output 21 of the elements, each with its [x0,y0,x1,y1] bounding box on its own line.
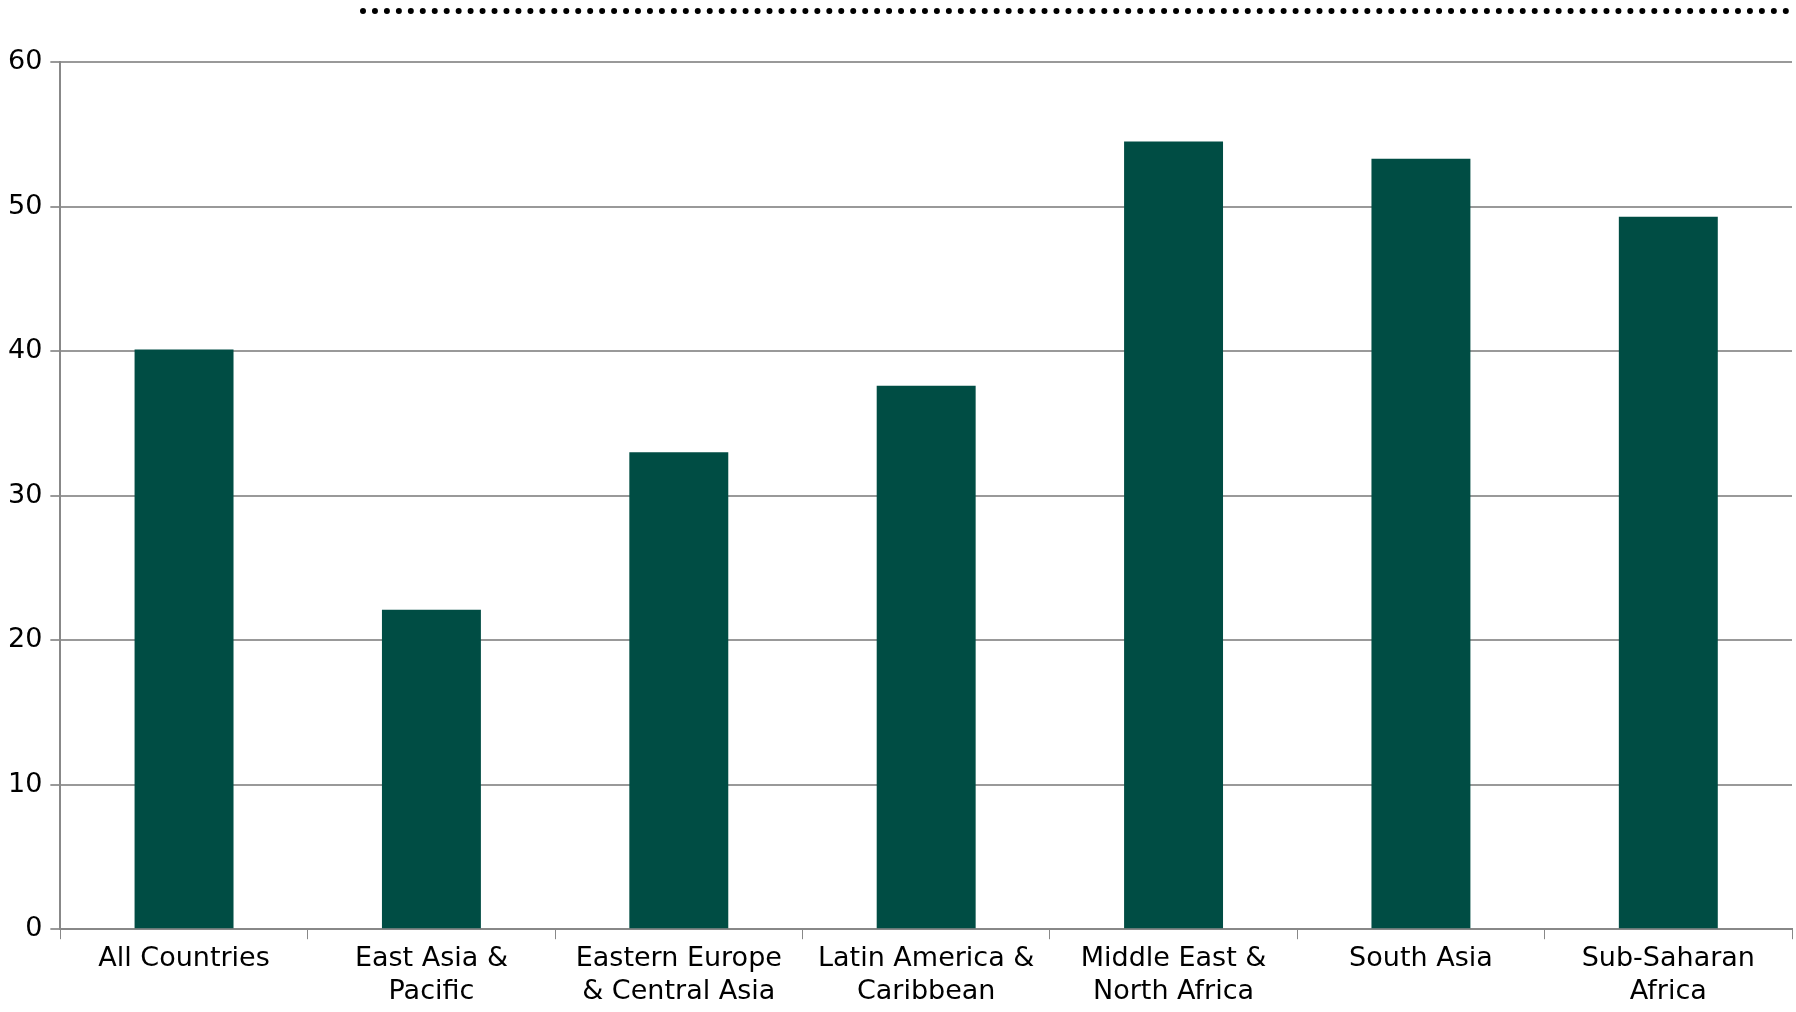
y-tick-label: 10 [8,766,43,798]
bar [1124,141,1224,929]
x-tick-label: Middle East & North Africa [1080,941,1267,1005]
y-tick-label: 40 [8,333,43,365]
y-tick-label: 0 [25,911,43,943]
x-tick-label: East Asia & Pacific [354,941,508,1005]
y-tick-label: 30 [8,477,43,509]
y-tick-label: 50 [8,188,43,220]
bar [629,452,729,929]
bar [134,349,234,929]
x-tick-label: South Asia [1349,941,1493,973]
y-tick-label: 20 [8,622,43,654]
bar [381,609,481,929]
bar [1371,158,1471,929]
x-tick-label: Eastern Europe & Central Asia [575,941,782,1005]
bar [1618,216,1718,929]
x-tick-label: Latin America & Caribbean [817,941,1035,1005]
y-tick-label: 60 [8,44,43,76]
bar [876,385,976,929]
x-tick-label: Sub-Saharan Africa [1581,941,1755,1005]
x-tick-label: All Countries [98,941,270,973]
